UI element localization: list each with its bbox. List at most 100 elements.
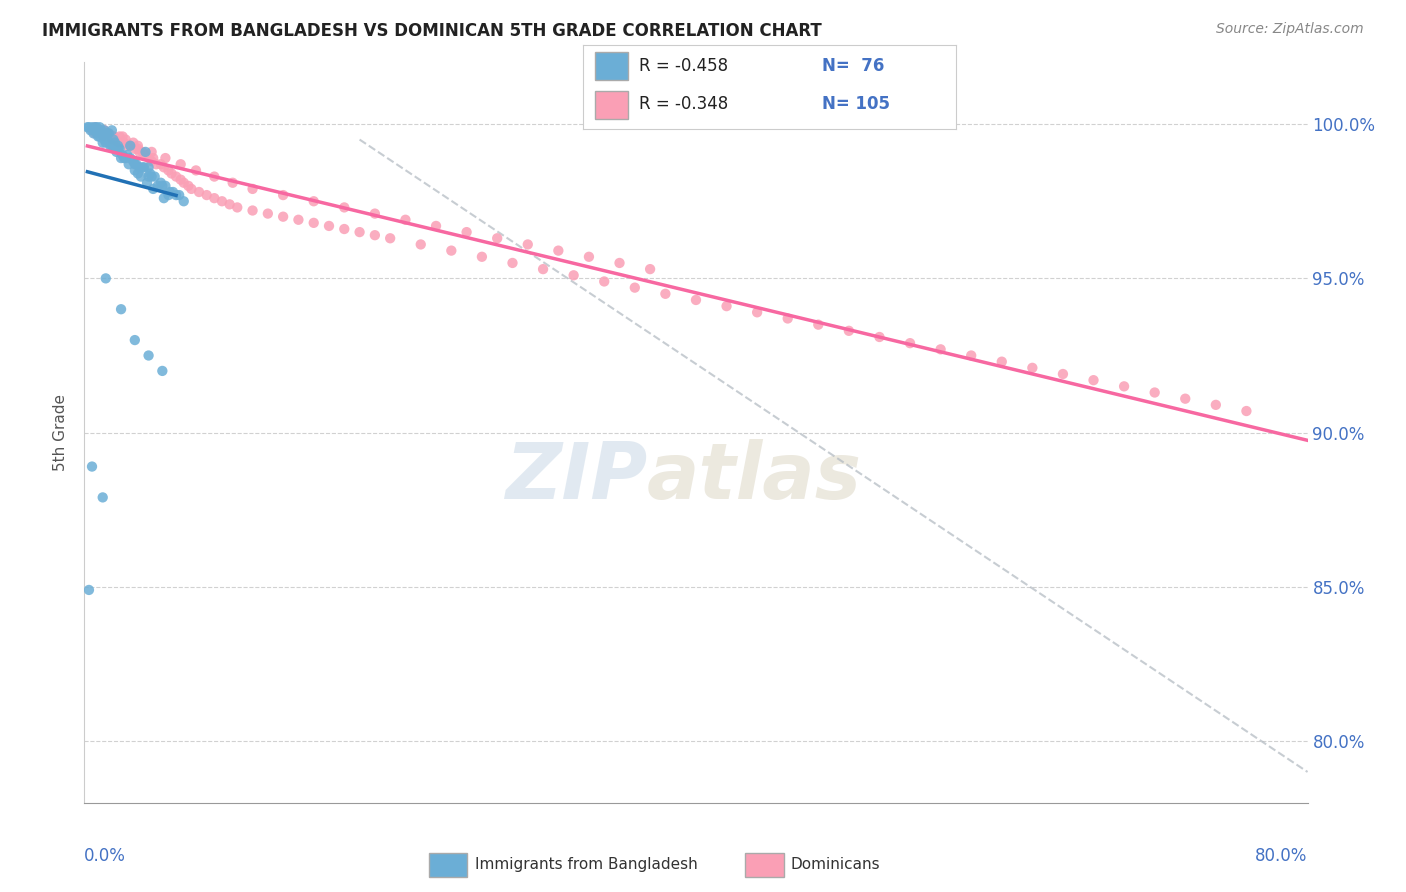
Point bbox=[91, 491, 114, 505]
Point bbox=[118, 157, 141, 171]
Point bbox=[716, 299, 738, 313]
Point bbox=[84, 123, 107, 137]
Point bbox=[93, 132, 115, 146]
Point bbox=[93, 123, 115, 137]
Point bbox=[155, 178, 177, 193]
Point bbox=[142, 151, 165, 165]
Point bbox=[1052, 367, 1074, 381]
Point bbox=[547, 244, 569, 258]
Point bbox=[104, 136, 127, 150]
Point bbox=[869, 330, 891, 344]
Point bbox=[91, 129, 114, 144]
Point bbox=[226, 201, 249, 215]
Text: Dominicans: Dominicans bbox=[790, 857, 880, 872]
Point bbox=[131, 145, 153, 159]
Point bbox=[103, 138, 125, 153]
Point bbox=[1143, 385, 1166, 400]
Point bbox=[139, 167, 162, 181]
Point bbox=[150, 364, 173, 378]
Point bbox=[440, 244, 463, 258]
Point bbox=[776, 311, 799, 326]
Text: N= 105: N= 105 bbox=[823, 95, 890, 113]
Point bbox=[145, 157, 167, 171]
Point bbox=[257, 206, 280, 220]
Point bbox=[136, 176, 159, 190]
Point bbox=[122, 154, 145, 169]
Point bbox=[122, 136, 145, 150]
Point bbox=[287, 212, 309, 227]
Point bbox=[609, 256, 631, 270]
Text: N=  76: N= 76 bbox=[823, 57, 884, 75]
Point bbox=[157, 188, 180, 202]
Point bbox=[128, 161, 150, 175]
Point bbox=[624, 280, 647, 294]
Point bbox=[97, 127, 120, 141]
Point bbox=[349, 225, 371, 239]
Point bbox=[202, 191, 225, 205]
Point bbox=[149, 176, 172, 190]
Text: Source: ZipAtlas.com: Source: ZipAtlas.com bbox=[1216, 22, 1364, 37]
Point bbox=[108, 129, 131, 144]
Point bbox=[87, 129, 110, 144]
Point bbox=[157, 163, 180, 178]
FancyBboxPatch shape bbox=[429, 853, 467, 877]
Point bbox=[89, 120, 111, 135]
Point bbox=[146, 178, 169, 193]
Point bbox=[93, 123, 115, 137]
Point bbox=[486, 231, 509, 245]
Point bbox=[107, 136, 129, 150]
Point bbox=[97, 127, 120, 141]
Text: atlas: atlas bbox=[647, 439, 862, 515]
Point bbox=[242, 182, 264, 196]
Point bbox=[101, 132, 124, 146]
Point bbox=[98, 138, 121, 153]
Point bbox=[111, 148, 134, 162]
Point bbox=[211, 194, 233, 209]
Point bbox=[242, 203, 264, 218]
Point bbox=[409, 237, 432, 252]
Point bbox=[502, 256, 524, 270]
Point bbox=[138, 151, 160, 165]
Point bbox=[135, 148, 157, 162]
Point bbox=[1174, 392, 1197, 406]
Point bbox=[112, 136, 135, 150]
Point bbox=[898, 336, 921, 351]
Point bbox=[394, 212, 416, 227]
Point bbox=[84, 120, 107, 135]
Point bbox=[143, 169, 166, 184]
Point bbox=[120, 151, 142, 165]
Point bbox=[364, 228, 387, 243]
Point bbox=[302, 194, 325, 209]
Point bbox=[160, 167, 183, 181]
Point bbox=[135, 145, 157, 159]
Point bbox=[333, 201, 356, 215]
Point bbox=[124, 163, 146, 178]
Point bbox=[471, 250, 494, 264]
Point bbox=[685, 293, 707, 307]
Point bbox=[127, 142, 149, 156]
Point bbox=[96, 127, 118, 141]
Point bbox=[141, 169, 163, 184]
Point bbox=[89, 123, 111, 137]
Point bbox=[80, 123, 103, 137]
Point bbox=[89, 123, 111, 137]
FancyBboxPatch shape bbox=[595, 53, 628, 80]
Point bbox=[593, 275, 616, 289]
Point bbox=[195, 188, 218, 202]
Point bbox=[86, 123, 108, 137]
Point bbox=[318, 219, 340, 233]
Text: Immigrants from Bangladesh: Immigrants from Bangladesh bbox=[475, 857, 697, 872]
Point bbox=[184, 163, 207, 178]
Point bbox=[162, 185, 184, 199]
Point bbox=[153, 161, 176, 175]
Point bbox=[141, 145, 163, 159]
Point bbox=[302, 216, 325, 230]
Point bbox=[103, 129, 125, 144]
Point bbox=[77, 582, 100, 597]
Point bbox=[127, 167, 149, 181]
Point bbox=[562, 268, 585, 283]
Y-axis label: 5th Grade: 5th Grade bbox=[53, 394, 69, 471]
Point bbox=[120, 138, 142, 153]
Point bbox=[838, 324, 860, 338]
Point bbox=[188, 185, 211, 199]
